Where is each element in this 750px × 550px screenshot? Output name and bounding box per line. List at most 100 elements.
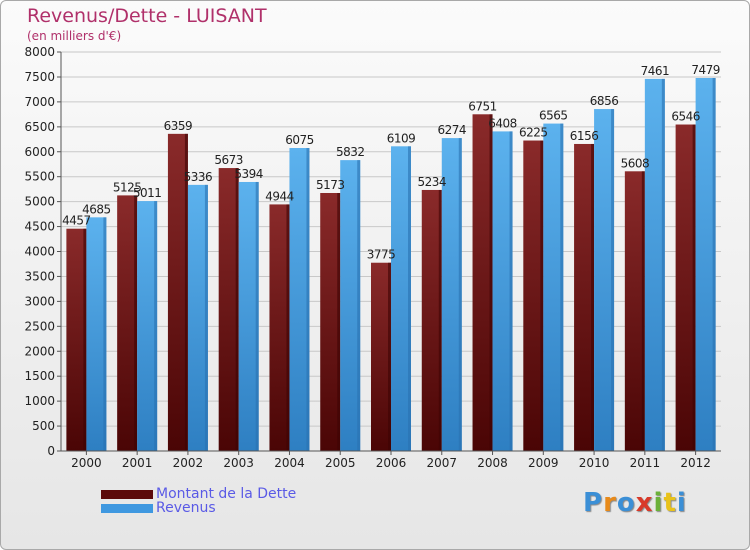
bar-shade (83, 228, 87, 451)
bar-shade (204, 184, 208, 451)
bar-shade (408, 146, 411, 451)
data-label: 5832 (336, 145, 365, 159)
bar-shade (458, 138, 462, 452)
bar-shade (611, 109, 615, 451)
bar-revenus (137, 201, 158, 451)
data-label: 4685 (82, 202, 111, 216)
bar-revenus (644, 78, 665, 451)
x-tick-label: 2008 (477, 456, 508, 470)
data-label: 6565 (539, 109, 568, 123)
y-tick-label: 7000 (24, 95, 55, 109)
data-label: 6274 (437, 123, 466, 137)
x-tick-label: 2010 (579, 456, 610, 470)
bar-revenus (492, 131, 513, 451)
x-tick-label: 2012 (680, 456, 711, 470)
bar-shade (154, 201, 158, 451)
y-tick-label: 3500 (24, 269, 55, 283)
x-tick-label: 2001 (122, 456, 153, 470)
data-label: 6546 (671, 110, 700, 124)
bar-revenus (289, 148, 310, 451)
bar-dette (421, 189, 442, 451)
bar-dette (320, 192, 341, 451)
bar-shade (438, 189, 442, 451)
bar-dette (574, 143, 595, 452)
data-label: 3775 (367, 248, 396, 262)
data-label: 6156 (570, 129, 599, 143)
data-label: 5234 (417, 175, 446, 189)
data-label: 7461 (641, 64, 670, 78)
bar-revenus (695, 77, 716, 452)
bar-revenus (594, 109, 615, 451)
bar-shade (712, 77, 716, 452)
x-tick-label: 2007 (426, 456, 457, 470)
legend-swatch-dette (101, 490, 153, 499)
bar-shade (641, 171, 645, 451)
bar-revenus (543, 123, 564, 452)
x-tick-label: 2005 (325, 456, 356, 470)
data-label: 4457 (62, 214, 91, 228)
y-tick-label: 4500 (24, 220, 55, 234)
data-label: 4944 (265, 189, 294, 203)
y-tick-label: 0 (47, 444, 55, 458)
bar-shade (306, 148, 310, 451)
bar-dette (371, 262, 391, 451)
x-tick-label: 2006 (376, 456, 407, 470)
bar-shade (286, 204, 290, 451)
bars (66, 77, 716, 452)
bar-shade (661, 78, 665, 451)
y-tick-label: 6000 (24, 145, 55, 159)
bar-shade (388, 262, 391, 451)
y-tick-label: 500 (32, 419, 55, 433)
legend-label-revenus: Revenus (156, 500, 216, 516)
x-tick-label: 2003 (223, 456, 254, 470)
bar-shade (540, 140, 544, 451)
data-label: 5608 (621, 156, 650, 170)
bar-dette (675, 124, 696, 451)
bar-shade (337, 192, 341, 451)
data-label: 7479 (691, 63, 720, 77)
data-label: 6075 (285, 133, 314, 147)
chart-title: Revenus/Dette - LUISANT (27, 5, 267, 27)
bar-shade (489, 114, 493, 451)
bar-shade (357, 160, 361, 451)
data-label: 6751 (468, 99, 497, 113)
data-label: 6408 (488, 116, 517, 130)
y-tick-label: 2500 (24, 319, 55, 333)
bar-dette (167, 133, 188, 451)
bar-revenus (391, 146, 411, 451)
bar-shade (235, 168, 239, 451)
y-tick-label: 4000 (24, 245, 55, 259)
bar-revenus (86, 217, 107, 451)
bar-shade (591, 143, 595, 452)
y-tick-label: 2000 (24, 344, 55, 358)
data-label: 6109 (387, 131, 416, 145)
y-tick-label: 6500 (24, 120, 55, 134)
y-tick-label: 5000 (24, 195, 55, 209)
proxiti-logo: Proxiti (583, 488, 687, 518)
bar-dette (523, 140, 544, 451)
legend-label-dette: Montant de la Dette (156, 486, 297, 502)
data-label: 6359 (164, 119, 193, 133)
bar-revenus (441, 138, 462, 452)
y-tick-label: 8000 (24, 45, 55, 59)
y-tick-label: 5500 (24, 170, 55, 184)
y-tick-label: 1500 (24, 369, 55, 383)
bar-shade (692, 124, 696, 451)
bar-revenus (340, 160, 361, 451)
y-tick-label: 7500 (24, 70, 55, 84)
bar-shade (255, 181, 259, 451)
bar-revenus (187, 184, 208, 451)
bar-shade (134, 195, 138, 451)
y-tick-label: 3000 (24, 294, 55, 308)
bar-dette (624, 171, 645, 451)
x-tick-label: 2011 (630, 456, 661, 470)
bar-dette (472, 114, 493, 451)
x-tick-label: 2002 (173, 456, 204, 470)
bar-shade (184, 133, 188, 451)
bar-shade (509, 131, 513, 451)
data-label: 5173 (316, 178, 345, 192)
data-label: 6225 (519, 126, 548, 140)
